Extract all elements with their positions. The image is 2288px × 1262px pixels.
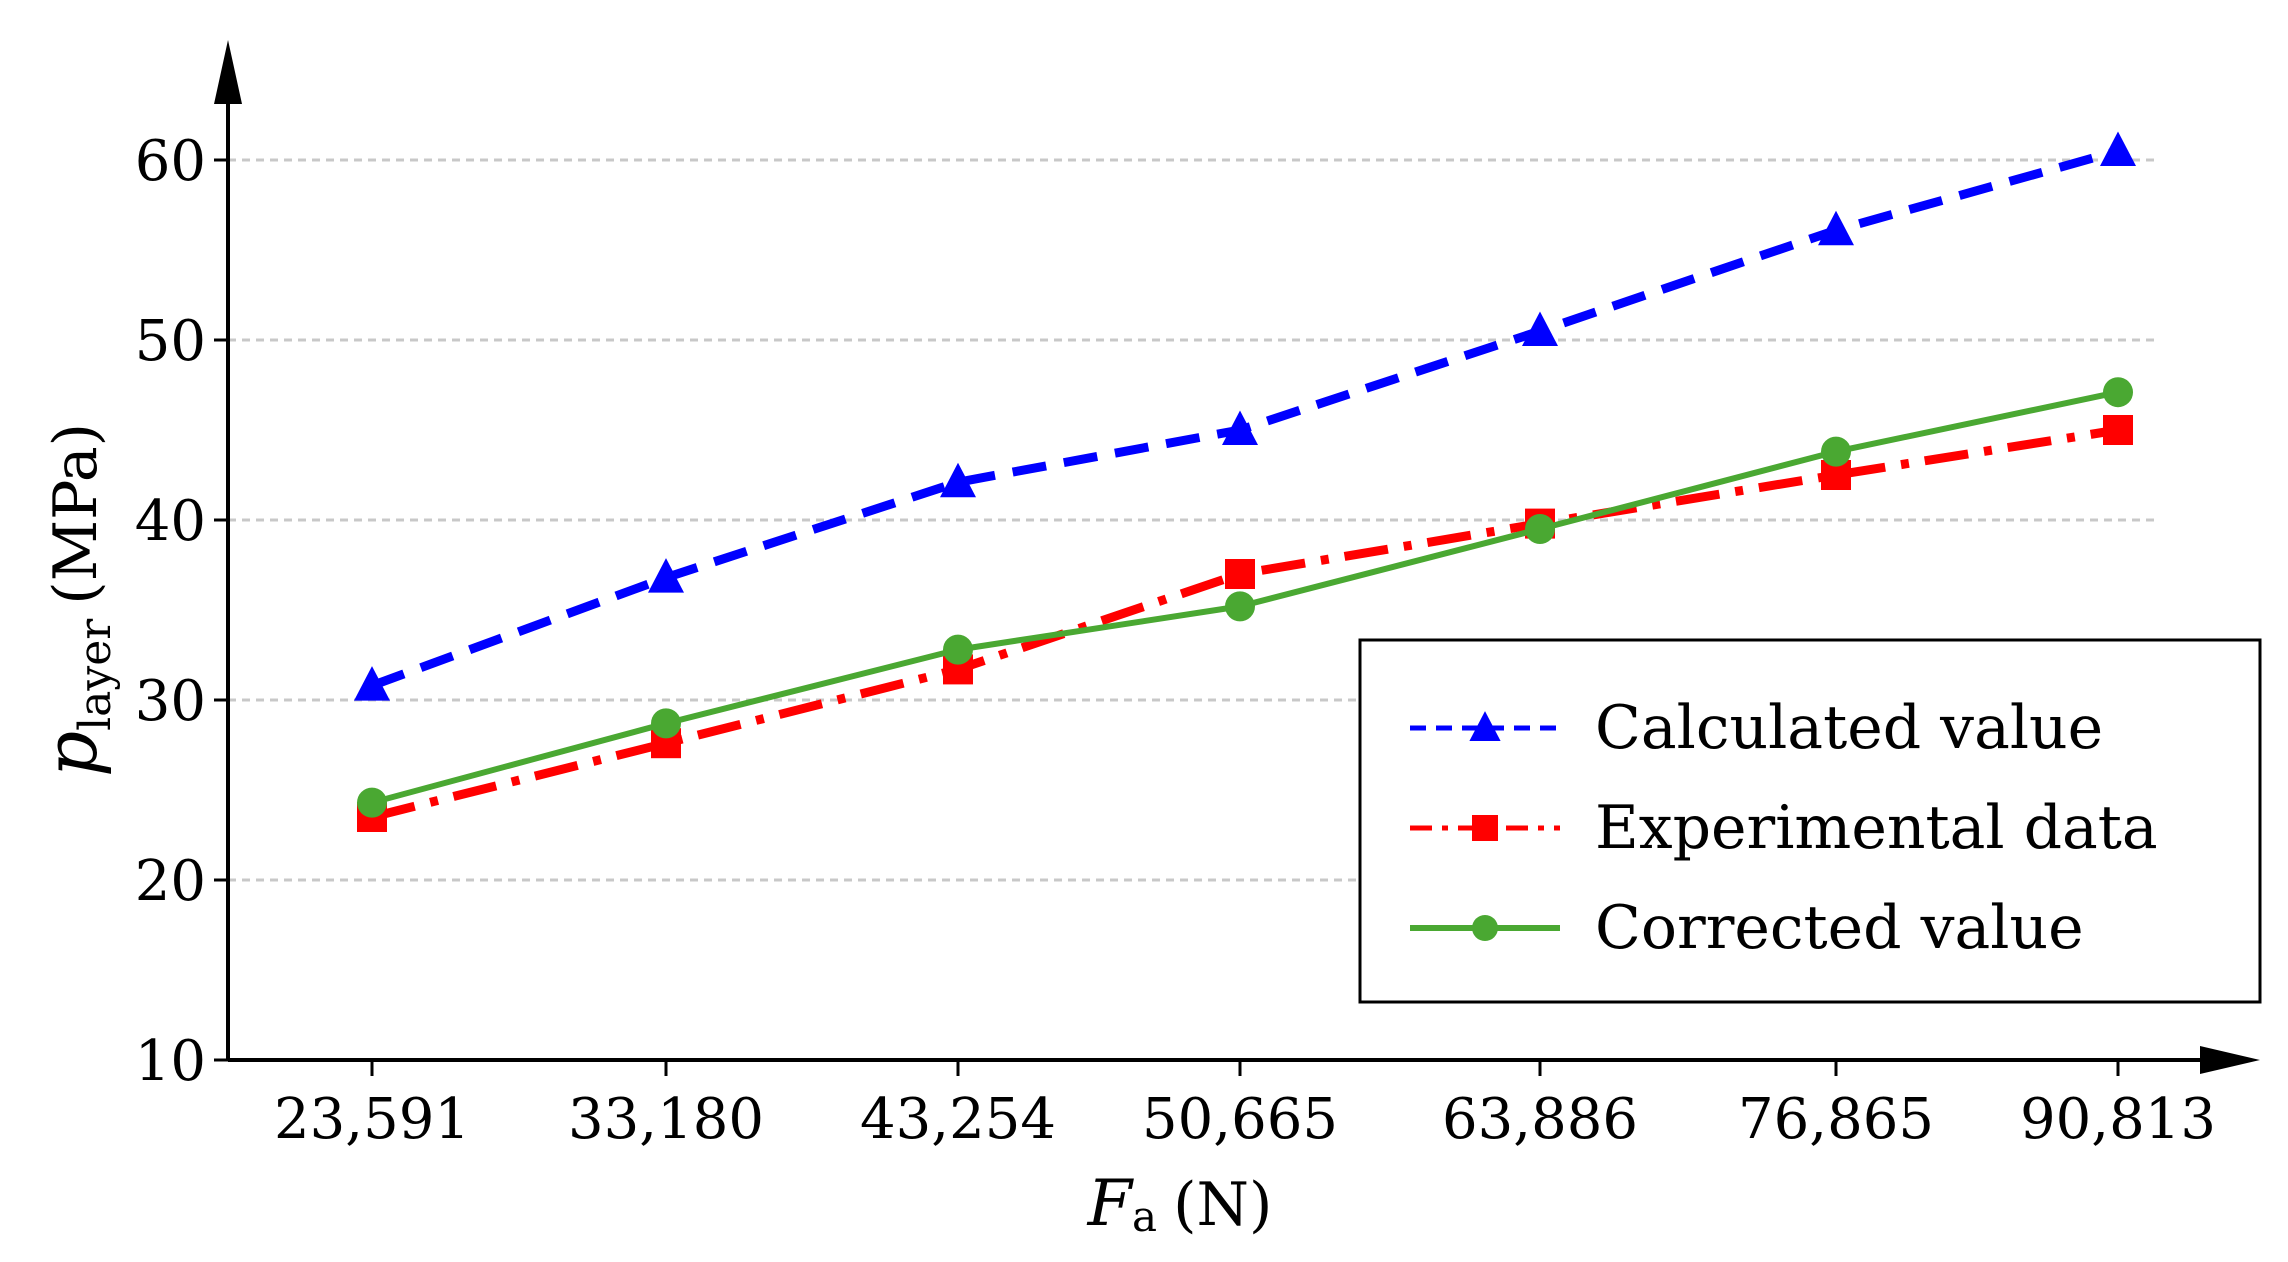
x-tick-label-4: 63,886 — [1442, 1087, 1638, 1152]
axis-ticks: 10 20 30 40 50 60 23,591 33,180 43,254 50,665 63,8… — [135, 129, 2216, 1152]
x-axis-subscript: a — [1132, 1192, 1157, 1241]
series-0-point-4 — [1522, 311, 1558, 346]
x-axis-unit: (N) — [1173, 1170, 1272, 1240]
series-0-point-3 — [1222, 410, 1258, 445]
series-2-point-3 — [1225, 591, 1255, 622]
legend-label-1: Experimental data — [1595, 793, 2158, 863]
series-1-point-3 — [1225, 559, 1255, 589]
y-axis-arrow — [214, 40, 242, 104]
legend-marker-1 — [1472, 815, 1498, 841]
series-2-point-0 — [357, 787, 387, 818]
legend-label-2: Corrected value — [1595, 893, 2084, 963]
y-tick-label-10: 10 — [135, 1029, 206, 1094]
series-2-point-5 — [1821, 436, 1851, 467]
y-axis-symbol: p — [29, 731, 113, 777]
y-axis-subscript: layer — [70, 618, 121, 731]
x-tick-label-6: 90,813 — [2020, 1087, 2216, 1152]
x-tick-label-2: 43,254 — [860, 1087, 1056, 1152]
x-tick-label-5: 76,865 — [1738, 1087, 1934, 1152]
series-1-point-6 — [2103, 415, 2133, 445]
y-tick-label-50: 50 — [135, 309, 206, 374]
series-0-point-1 — [648, 558, 684, 593]
series-0-point-5 — [1818, 210, 1854, 246]
series-0-point-0 — [354, 666, 390, 701]
y-axis-unit: (MPa) — [41, 423, 111, 605]
series-2-point-2 — [943, 634, 973, 665]
series-2-point-6 — [2103, 377, 2133, 408]
series-2-point-4 — [1525, 514, 1555, 544]
y-axis-title: player (MPa) — [29, 423, 121, 777]
y-tick-label-40: 40 — [135, 489, 206, 554]
y-tick-label-60: 60 — [135, 129, 206, 194]
x-axis-title: Fa (N) — [1087, 1167, 1273, 1241]
x-tick-label-1: 33,180 — [568, 1087, 764, 1152]
series-0-point-6 — [2100, 131, 2136, 166]
axes — [214, 40, 2260, 1074]
legend-label-0: Calculated value — [1595, 693, 2103, 763]
legend: Calculated value Experimental data Correct… — [1358, 638, 2262, 1004]
y-tick-label-20: 20 — [135, 849, 206, 914]
y-tick-label-30: 30 — [135, 669, 206, 734]
legend-marker-2 — [1472, 915, 1498, 941]
x-axis-symbol: F — [1087, 1167, 1135, 1241]
x-tick-label-3: 50,665 — [1142, 1087, 1338, 1152]
legend-marker-0 — [1469, 711, 1501, 741]
series-0-point-2 — [940, 462, 976, 498]
legend-box — [1358, 638, 2262, 1004]
x-axis-arrow — [2200, 1046, 2260, 1074]
series-layer — [354, 131, 2136, 832]
x-tick-label-0: 23,591 — [274, 1087, 470, 1152]
series-2-point-1 — [651, 708, 681, 739]
